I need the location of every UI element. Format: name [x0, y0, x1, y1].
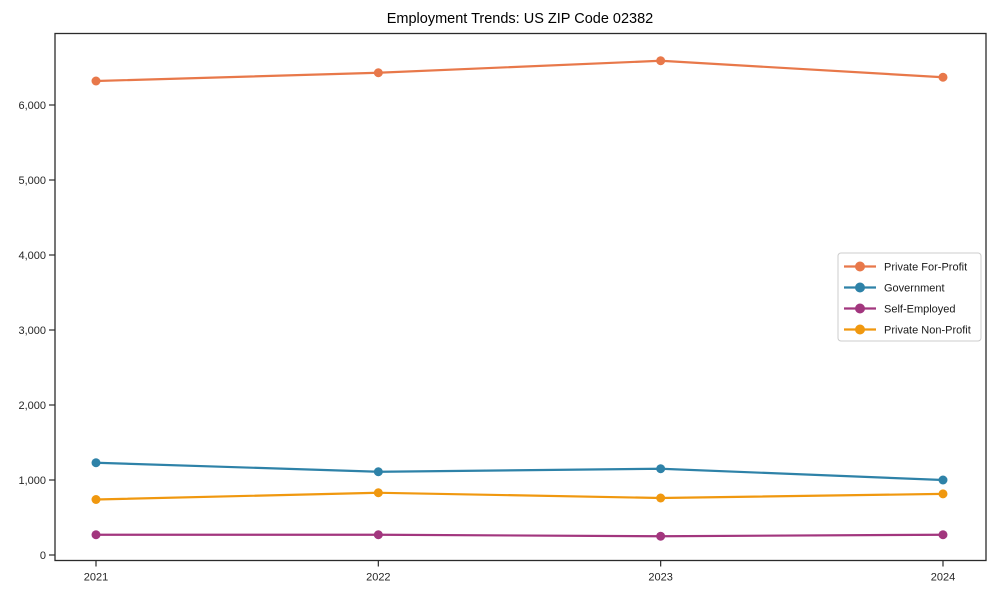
- legend-item-label: Private Non-Profit: [884, 324, 971, 336]
- series-line: [94, 59, 945, 83]
- y-axis-tick-label: 5,000: [18, 175, 46, 187]
- y-axis-tick-label: 1,000: [18, 475, 46, 487]
- y-axis-tick-label: 4,000: [18, 250, 46, 262]
- data-point-marker: [91, 495, 101, 504]
- y-axis-tick-label: 6,000: [18, 100, 46, 112]
- y-axis-tick-label: 3,000: [18, 325, 46, 337]
- legend-marker-dot: [855, 261, 865, 272]
- chart-title: Employment Trends: US ZIP Code 02382: [387, 11, 654, 27]
- legend-marker-dot: [855, 303, 865, 314]
- chart-axes: 0 1,000 2,000 3,000 4,000 5,000 6,000 2021 2022 2…: [18, 32, 987, 584]
- legend-item-label: Government: [884, 282, 945, 294]
- data-point-marker: [938, 475, 948, 485]
- data-point-marker: [373, 530, 383, 540]
- data-point-marker: [91, 530, 101, 540]
- data-point-marker: [373, 68, 383, 78]
- data-point-marker: [373, 488, 383, 498]
- data-point-marker: [656, 531, 666, 541]
- series-line: [94, 533, 945, 538]
- x-axis-tick-label: 2021: [84, 572, 108, 584]
- legend-box: [837, 252, 982, 342]
- chart-series: [91, 56, 948, 541]
- data-point-marker: [656, 464, 666, 474]
- legend-item-label: Self-Employed: [884, 303, 956, 315]
- data-point-marker: [91, 458, 101, 468]
- legend-marker-dot: [855, 324, 865, 335]
- chart-legend: Private For-Profit Government Self-Employe…: [837, 252, 982, 342]
- data-point-marker: [656, 56, 666, 66]
- data-point-marker: [938, 72, 948, 82]
- x-axis-tick-label: 2023: [648, 572, 672, 584]
- data-point-marker: [373, 467, 383, 477]
- y-axis-tick-label: 0: [40, 550, 46, 562]
- legend-marker-dot: [855, 282, 865, 293]
- data-point-marker: [938, 530, 948, 540]
- y-axis-tick-label: 2,000: [18, 400, 46, 412]
- x-axis-tick-label: 2024: [931, 572, 955, 584]
- plot-border: [54, 32, 987, 562]
- data-point-marker: [938, 489, 948, 499]
- data-point-marker: [91, 76, 101, 86]
- series-line: [94, 461, 945, 482]
- data-point-marker: [656, 493, 666, 503]
- series-line: [94, 491, 945, 501]
- legend-item-label: Private For-Profit: [884, 261, 967, 273]
- x-axis-tick-label: 2022: [366, 572, 390, 584]
